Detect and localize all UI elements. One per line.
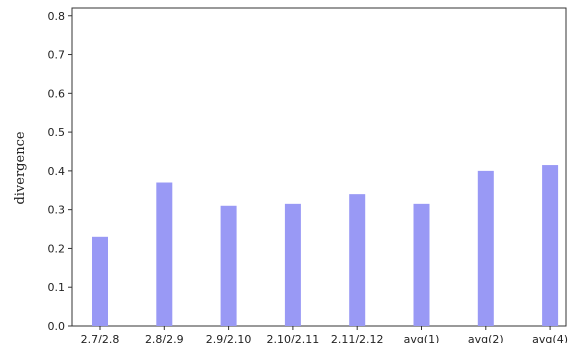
bar-2-11-2-12 xyxy=(349,194,366,326)
plot-frame xyxy=(71,7,567,327)
x-tick-label: 2.10/2.11 xyxy=(267,333,320,343)
bar-2-9-2-10 xyxy=(220,205,237,326)
x-tick-label: 2.8/2.9 xyxy=(145,333,184,343)
y-tick-label: 0.7 xyxy=(48,49,66,62)
y-axis-label: divergence xyxy=(13,131,28,204)
x-axis-ticks: 2.7/2.8 2.8/2.9 2.9/2.10 2.10/2.11 2.11/2.12… xyxy=(81,326,568,343)
bar-avg-4- xyxy=(542,165,559,326)
x-tick-label: avg(4) xyxy=(532,333,568,343)
bar-avg-2- xyxy=(477,170,494,326)
y-tick-label: 0.3 xyxy=(48,204,66,217)
x-tick-label: avg(1) xyxy=(404,333,440,343)
x-tick-label: avg(2) xyxy=(468,333,504,343)
y-tick-label: 0.1 xyxy=(48,281,66,294)
y-tick-label: 0.4 xyxy=(48,165,66,178)
y-tick-label: 0.5 xyxy=(48,126,66,139)
plot-border xyxy=(71,7,567,327)
x-tick-label: 2.11/2.12 xyxy=(331,333,384,343)
bar-2-8-2-9 xyxy=(156,182,173,326)
y-axis-ticks: 0.0 0.1 0.2 0.3 0.4 0.5 0.6 0.7 0.8 xyxy=(48,10,72,333)
bar-2-7-2-8 xyxy=(92,236,108,326)
bars xyxy=(92,165,559,326)
y-tick-label: 0.0 xyxy=(48,320,66,333)
bar-2-10-2-11 xyxy=(284,203,301,326)
x-tick-label: 2.9/2.10 xyxy=(206,333,252,343)
y-tick-label: 0.6 xyxy=(48,87,66,100)
bar-avg-1- xyxy=(413,203,430,326)
x-tick-label: 2.7/2.8 xyxy=(81,333,120,343)
y-tick-label: 0.8 xyxy=(48,10,66,23)
y-tick-label: 0.2 xyxy=(48,242,66,255)
